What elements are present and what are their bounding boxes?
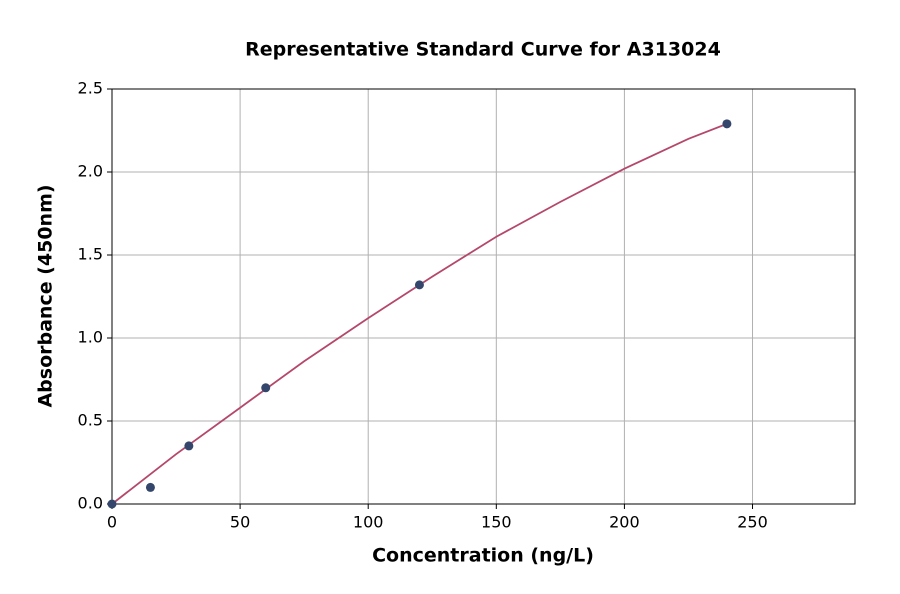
data-point bbox=[414, 280, 424, 290]
y-tick-label: 0.0 bbox=[78, 494, 103, 513]
x-tick-label: 250 bbox=[737, 513, 768, 532]
y-tick-label: 0.5 bbox=[78, 411, 103, 430]
fit-curve bbox=[111, 123, 728, 505]
data-point bbox=[261, 383, 271, 393]
y-tick-label: 2.5 bbox=[78, 79, 103, 98]
x-tick-label: 200 bbox=[609, 513, 640, 532]
y-axis-label: Absorbance (450nm) bbox=[35, 184, 57, 407]
data-point bbox=[184, 441, 194, 451]
x-tick-label: 100 bbox=[353, 513, 384, 532]
data-point bbox=[722, 119, 732, 129]
x-tick-label: 0 bbox=[107, 513, 117, 532]
x-axis-label: Concentration (ng/L) bbox=[372, 545, 594, 567]
y-tick-label: 1.0 bbox=[78, 328, 103, 347]
y-tick-label: 1.5 bbox=[78, 245, 103, 264]
plot-frame bbox=[111, 88, 856, 505]
y-tick-label: 2.0 bbox=[78, 162, 103, 181]
data-point bbox=[107, 499, 117, 509]
chart-title: Representative Standard Curve for A31302… bbox=[245, 39, 721, 61]
x-tick-label: 150 bbox=[481, 513, 512, 532]
x-tick-label: 50 bbox=[230, 513, 250, 532]
data-point bbox=[145, 482, 155, 492]
